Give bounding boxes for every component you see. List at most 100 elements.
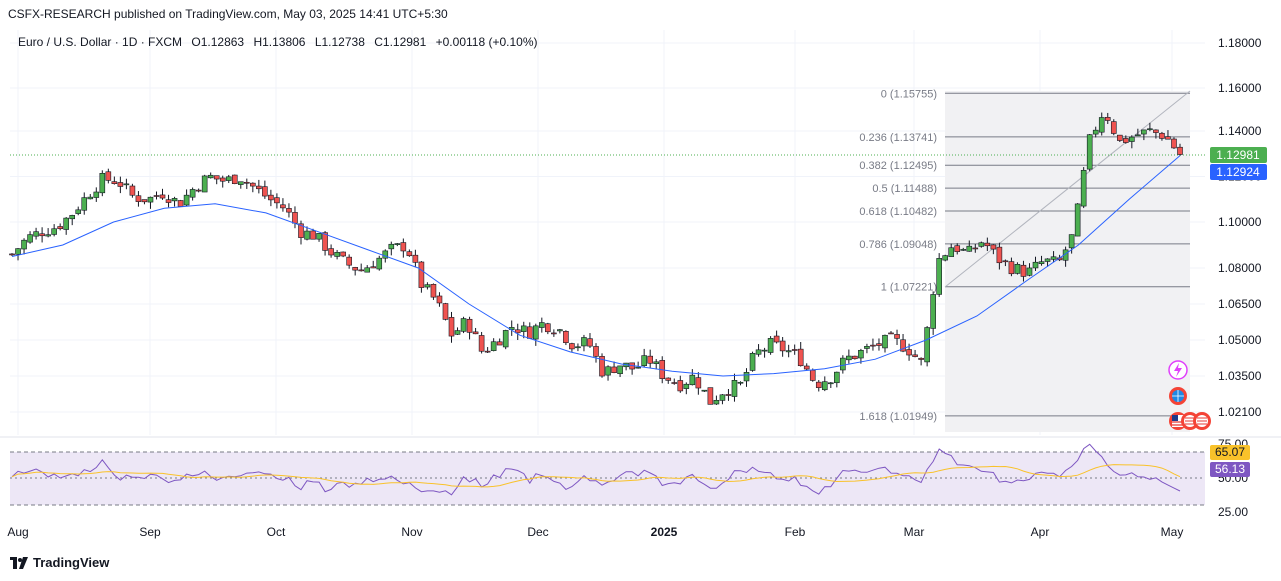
candle[interactable] (551, 329, 557, 337)
candle[interactable] (105, 168, 112, 184)
candle[interactable] (1129, 135, 1135, 149)
candle[interactable] (563, 330, 569, 346)
candle[interactable] (225, 174, 232, 184)
candle[interactable] (960, 247, 967, 251)
candle[interactable] (828, 382, 834, 388)
candle[interactable] (737, 381, 744, 386)
candle[interactable] (677, 375, 684, 393)
candle[interactable] (201, 174, 208, 193)
candle[interactable] (250, 182, 256, 193)
candle[interactable] (1002, 259, 1009, 267)
candle[interactable] (159, 188, 166, 200)
candle[interactable] (484, 347, 491, 353)
candle[interactable] (864, 343, 870, 354)
candle[interactable] (376, 255, 383, 271)
candle[interactable] (9, 253, 15, 257)
candle[interactable] (972, 243, 979, 253)
candle[interactable] (298, 220, 304, 245)
candle[interactable] (725, 389, 732, 401)
candle[interactable] (123, 178, 130, 190)
candle[interactable] (785, 344, 792, 358)
candle[interactable] (653, 359, 660, 370)
candle[interactable] (51, 224, 57, 237)
candle[interactable] (1116, 134, 1123, 142)
candle[interactable] (310, 228, 316, 240)
candle[interactable] (502, 329, 509, 350)
candle[interactable] (1044, 258, 1051, 267)
candle[interactable] (93, 187, 100, 202)
candle[interactable] (268, 189, 274, 207)
candle[interactable] (442, 302, 449, 321)
candle[interactable] (400, 238, 407, 258)
candle[interactable] (394, 242, 401, 247)
candle[interactable] (280, 198, 286, 212)
candle[interactable] (797, 341, 804, 367)
candle[interactable] (454, 327, 461, 335)
tradingview-brand[interactable]: TradingView (10, 555, 109, 570)
candle[interactable] (629, 362, 635, 375)
candle[interactable] (388, 241, 395, 256)
candle[interactable] (707, 387, 714, 405)
candle[interactable] (1008, 257, 1015, 277)
candle[interactable] (111, 176, 118, 185)
candle[interactable] (346, 254, 352, 269)
candle[interactable] (743, 368, 750, 387)
candle[interactable] (569, 342, 575, 352)
candle[interactable] (647, 349, 653, 369)
candle[interactable] (340, 251, 346, 258)
candle[interactable] (472, 327, 479, 335)
candle[interactable] (1171, 137, 1177, 149)
candle[interactable] (1038, 255, 1045, 266)
candle[interactable] (81, 192, 88, 215)
candle[interactable] (1014, 262, 1021, 275)
candle[interactable] (57, 223, 63, 231)
candle[interactable] (141, 199, 148, 205)
candle[interactable] (749, 351, 756, 372)
candle[interactable] (177, 199, 184, 207)
candle[interactable] (292, 206, 298, 229)
candle[interactable] (803, 363, 810, 371)
candle[interactable] (719, 394, 726, 405)
us-flag-icon[interactable] (1193, 412, 1211, 430)
candle[interactable] (1050, 251, 1057, 263)
candle[interactable] (1068, 234, 1075, 254)
candle[interactable] (683, 382, 690, 395)
candle[interactable] (406, 249, 413, 257)
candle[interactable] (671, 378, 678, 385)
candle[interactable] (996, 242, 1003, 270)
candle[interactable] (611, 361, 617, 374)
candle[interactable] (1098, 112, 1105, 136)
candle[interactable] (219, 175, 226, 188)
candle[interactable] (954, 243, 961, 255)
candle[interactable] (593, 343, 599, 363)
candle[interactable] (316, 233, 322, 242)
price-axis[interactable]: 1.180001.160001.140001.120001.100001.080… (1218, 36, 1262, 419)
candle[interactable] (557, 328, 563, 334)
candle[interactable] (665, 377, 672, 384)
candle[interactable] (713, 395, 720, 405)
candle[interactable] (888, 331, 894, 335)
candle[interactable] (689, 369, 696, 386)
candle[interactable] (942, 254, 948, 262)
candle[interactable] (207, 172, 214, 179)
candle[interactable] (448, 311, 455, 343)
candle[interactable] (599, 353, 605, 378)
candle[interactable] (882, 334, 888, 353)
fibonacci-retracement[interactable]: 0 (1.15755) 0.236 (1.13741) 0.382 (1.12495… (859, 88, 1190, 423)
candle[interactable] (33, 227, 39, 240)
candle[interactable] (834, 371, 840, 388)
candle[interactable] (436, 292, 443, 307)
candle[interactable] (846, 349, 852, 364)
candle[interactable] (460, 316, 467, 334)
candle[interactable] (334, 249, 340, 260)
candle[interactable] (135, 191, 142, 207)
candle[interactable] (791, 344, 798, 355)
candle[interactable] (870, 338, 876, 351)
candle[interactable] (165, 194, 172, 208)
candle[interactable] (75, 206, 82, 216)
candle[interactable] (605, 365, 611, 381)
candle[interactable] (773, 330, 780, 344)
candle[interactable] (153, 191, 160, 200)
candle[interactable] (587, 333, 593, 348)
candle[interactable] (635, 361, 641, 369)
